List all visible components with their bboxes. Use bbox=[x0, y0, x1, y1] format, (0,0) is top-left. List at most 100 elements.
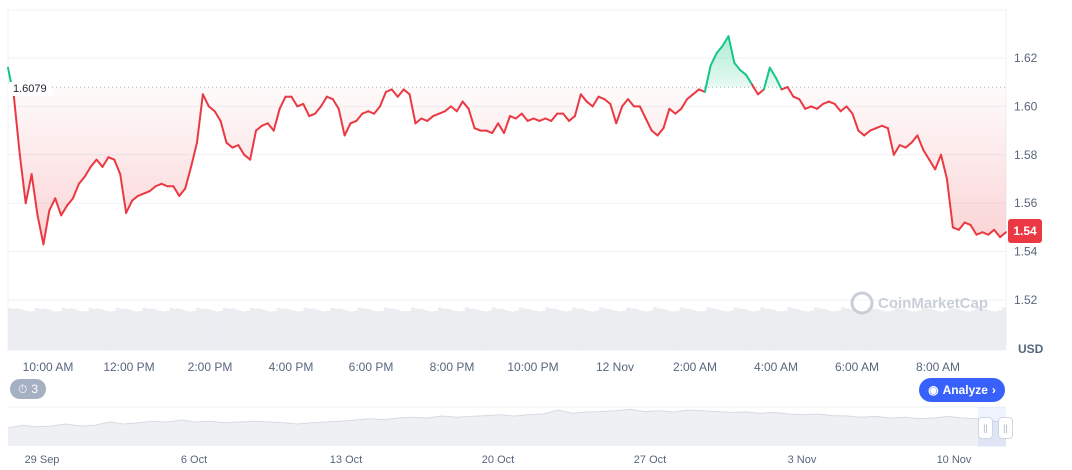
volume-bar bbox=[388, 308, 393, 350]
volume-bar bbox=[825, 310, 830, 350]
price-line-segment bbox=[278, 95, 287, 110]
volume-bar bbox=[514, 310, 519, 350]
price-line-segment bbox=[201, 93, 210, 108]
range-handle-left[interactable]: || bbox=[978, 417, 993, 439]
volume-bar bbox=[407, 310, 412, 350]
volume-bar bbox=[637, 309, 642, 350]
price-line-segment bbox=[591, 95, 600, 108]
last-price-label: 1.54 bbox=[1008, 219, 1042, 243]
volume-bar bbox=[84, 311, 89, 350]
price-line-segment bbox=[331, 98, 340, 110]
volume-bar bbox=[576, 308, 581, 350]
price-line-segment bbox=[839, 105, 848, 113]
volume-bar bbox=[196, 307, 201, 350]
volume-bar bbox=[184, 310, 189, 350]
price-line-segment bbox=[325, 95, 334, 101]
navigator[interactable] bbox=[7, 406, 1007, 447]
price-line-segment bbox=[692, 88, 700, 96]
volume-bar bbox=[787, 307, 792, 350]
volume-bar bbox=[480, 311, 485, 350]
coinmarketcap-logo-icon bbox=[850, 291, 874, 315]
history-icon: ⏱ bbox=[17, 381, 28, 396]
price-line-segment bbox=[951, 226, 960, 231]
volume-bar bbox=[115, 307, 120, 350]
volume-bar bbox=[714, 308, 719, 350]
volume-bar bbox=[814, 307, 819, 350]
price-line-segment bbox=[751, 83, 759, 96]
price-line-segment bbox=[538, 117, 547, 122]
price-line-segment bbox=[414, 117, 423, 125]
y-tick-label: 1.62 bbox=[1014, 51, 1038, 65]
volume-bar bbox=[979, 308, 984, 350]
volume-bar bbox=[783, 310, 788, 350]
volume-bar bbox=[299, 310, 304, 350]
volume-bar bbox=[130, 310, 135, 350]
volume-bars bbox=[8, 307, 1007, 350]
price-line-segment bbox=[455, 100, 464, 113]
volume-bar bbox=[414, 308, 420, 350]
price-line-segment bbox=[83, 165, 92, 178]
price-line-segment bbox=[12, 95, 21, 156]
price-line-segment bbox=[715, 44, 724, 55]
price-line-segment bbox=[798, 98, 807, 110]
volume-bar bbox=[553, 308, 558, 350]
volume-bar bbox=[810, 310, 815, 350]
price-line-segment bbox=[863, 129, 872, 137]
price-line-segment bbox=[579, 93, 588, 103]
volume-bar bbox=[764, 308, 769, 350]
volume-bar bbox=[65, 308, 70, 350]
price-line-segment bbox=[420, 117, 429, 122]
volume-bar bbox=[372, 310, 377, 350]
watermark-text: CoinMarketCap bbox=[878, 295, 988, 312]
volume-bar bbox=[234, 309, 239, 350]
price-line-segment bbox=[343, 122, 352, 137]
price-line-segment bbox=[845, 105, 854, 115]
price-line-segment bbox=[721, 35, 730, 47]
volume-bar bbox=[537, 311, 542, 350]
price-line-segment bbox=[993, 228, 1002, 239]
price-line-segment bbox=[585, 100, 594, 108]
price-line-segment bbox=[857, 129, 866, 137]
volume-bar bbox=[34, 307, 40, 350]
volume-bar bbox=[883, 311, 888, 350]
history-badge[interactable]: ⏱ 3 bbox=[10, 379, 46, 399]
volume-bar bbox=[364, 308, 370, 350]
price-line-segment bbox=[184, 165, 193, 190]
navigator-tick-label: 10 Nov bbox=[937, 454, 972, 466]
analyze-button[interactable]: ◉ Analyze › bbox=[919, 378, 1005, 402]
price-line-segment bbox=[910, 134, 919, 144]
volume-bar bbox=[560, 311, 565, 350]
volume-bar bbox=[46, 309, 51, 350]
price-line-segment bbox=[508, 115, 517, 120]
price-line-segment bbox=[71, 182, 80, 200]
volume-bar bbox=[718, 309, 723, 350]
volume-bar bbox=[426, 310, 431, 350]
x-tick-label: 10:00 PM bbox=[507, 360, 558, 374]
volume-bar bbox=[844, 308, 849, 350]
range-handle-right[interactable]: || bbox=[998, 417, 1013, 439]
volume-bar bbox=[848, 308, 853, 350]
price-line-segment bbox=[48, 197, 57, 212]
volume-bar bbox=[92, 308, 97, 350]
volume-bar bbox=[779, 311, 784, 350]
volume-bar bbox=[660, 308, 665, 350]
price-line-segment bbox=[30, 173, 39, 217]
volume-bar bbox=[491, 307, 496, 350]
volume-bar bbox=[733, 307, 738, 350]
price-line-segment bbox=[733, 61, 742, 72]
volume-bar bbox=[334, 308, 339, 350]
volume-bar bbox=[533, 311, 539, 350]
volume-bar bbox=[610, 309, 615, 350]
volume-bar bbox=[326, 310, 331, 350]
price-line-segment bbox=[727, 35, 736, 64]
volume-bar bbox=[530, 309, 535, 350]
price-line-segment bbox=[697, 88, 706, 93]
volume-bar bbox=[729, 310, 734, 350]
volume-bar bbox=[27, 311, 32, 350]
volume-bar bbox=[668, 311, 673, 350]
volume-bar bbox=[226, 308, 231, 350]
volume-bar bbox=[982, 308, 988, 350]
price-line-segment bbox=[709, 52, 718, 67]
price-line-segment bbox=[195, 93, 204, 144]
